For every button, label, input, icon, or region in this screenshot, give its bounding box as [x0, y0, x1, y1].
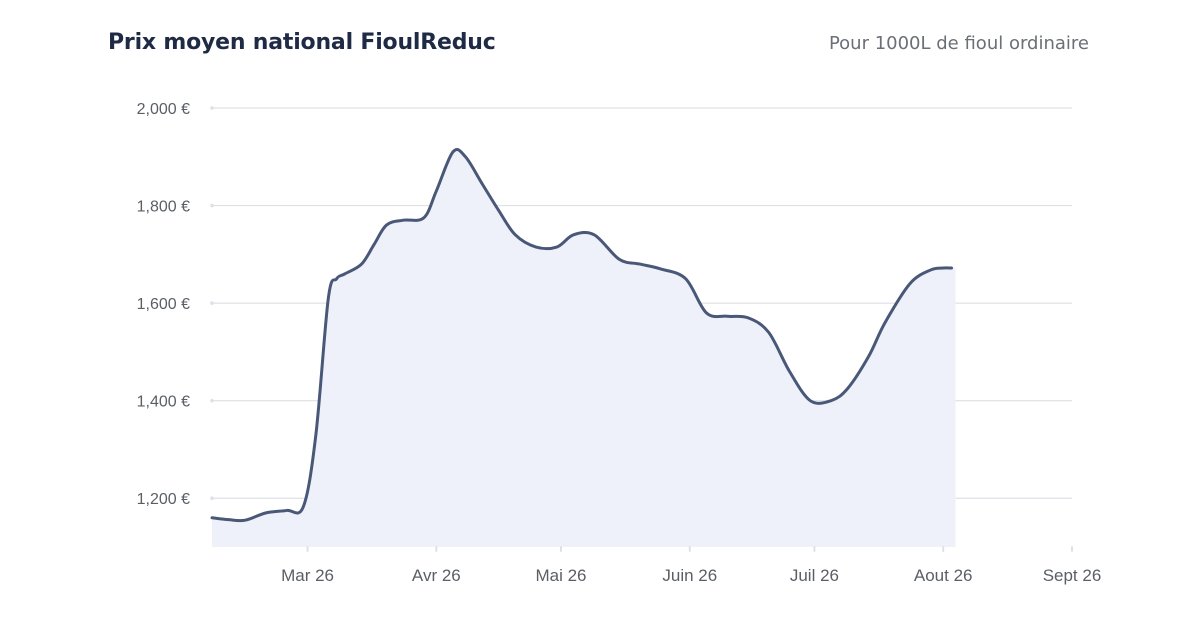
x-tick-label: Mai 26: [535, 566, 586, 585]
y-grid-dot: [210, 398, 214, 403]
y-tick-label: 1,800 €: [137, 199, 190, 216]
x-tick-label: Sept 26: [1043, 566, 1102, 585]
chart-subtitle: Pour 1000L de fioul ordinaire: [828, 33, 1089, 54]
y-tick-label: 1,200 €: [137, 491, 190, 508]
series-area: [212, 149, 956, 548]
line-layer: [210, 148, 954, 523]
x-tick-label: Juil 26: [790, 566, 839, 585]
y-grid-dot: [210, 106, 214, 110]
axis-layer: 1,200 € 1,400 € 1,600 € 1,800 € 2,000 € Mar 2…: [137, 101, 1102, 585]
y-grid-dot: [210, 203, 214, 208]
y-tick-label: 2,000 €: [137, 101, 190, 118]
series-line: [210, 148, 954, 523]
y-grid-dot: [210, 301, 214, 305]
y-tick-label: 1,600 €: [137, 296, 190, 313]
chart-title: Prix moyen national FioulReduc: [108, 30, 496, 55]
area-layer: [212, 149, 956, 548]
x-tick-label: Juin 26: [662, 566, 717, 585]
y-tick-label: 1,400 €: [137, 394, 190, 411]
x-tick-label: Avr 26: [412, 566, 461, 585]
x-tick-label: Aout 26: [914, 566, 973, 585]
y-grid-dot: [210, 496, 214, 501]
x-tick-label: Mar 26: [281, 566, 334, 585]
